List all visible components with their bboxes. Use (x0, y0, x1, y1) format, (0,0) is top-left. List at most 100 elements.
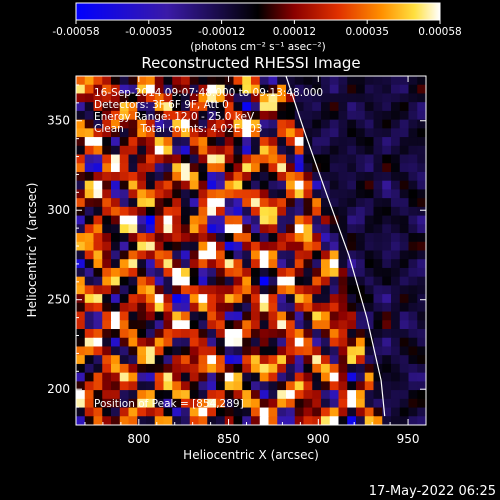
heatmap-cell (84, 224, 95, 234)
heatmap-cell (84, 189, 95, 199)
heatmap-cell (294, 372, 305, 382)
heatmap-cell (408, 102, 418, 112)
heatmap-cell (321, 372, 331, 382)
heatmap-cell (259, 215, 270, 225)
heatmap-cell (216, 372, 226, 382)
heatmap-cell (119, 381, 130, 391)
heatmap-cell (163, 372, 173, 382)
heatmap-cell (303, 363, 313, 374)
heatmap-cell (189, 102, 200, 112)
heatmap-cell (259, 381, 270, 391)
heatmap-cell (329, 363, 340, 374)
heatmap-cell (207, 206, 217, 217)
heatmap-cell (338, 84, 348, 95)
heatmap-cell (399, 233, 410, 243)
heatmap-cell (128, 206, 138, 217)
heatmap-cell (242, 215, 252, 225)
heatmap-cell (399, 346, 410, 356)
heatmap-cell (189, 259, 200, 269)
heatmap-cell (329, 398, 340, 409)
heatmap-cell (391, 363, 401, 374)
heatmap-cell (172, 346, 182, 356)
heatmap-cell (93, 346, 103, 356)
heatmap-cell (312, 110, 322, 121)
heatmap-cell (198, 390, 208, 400)
heatmap-cell (163, 259, 173, 269)
heatmap-cell (294, 294, 305, 304)
heatmap-cell (312, 355, 322, 365)
heatmap-cell (364, 259, 375, 269)
heatmap-cell (207, 137, 217, 147)
heatmap-cell (408, 337, 418, 348)
heatmap-cell (417, 320, 426, 330)
heatmap-cell (356, 416, 366, 425)
x-tick-label: 950 (397, 432, 420, 446)
heatmap-cell (233, 302, 243, 313)
heatmap-cell (76, 381, 86, 391)
heatmap-cell (312, 329, 322, 339)
heatmap-cell (189, 241, 200, 252)
heatmap-cell (294, 198, 305, 208)
heatmap-cell (84, 233, 95, 243)
heatmap-cell (76, 416, 86, 425)
heatmap-cell (251, 329, 261, 339)
heatmap-cell (172, 128, 182, 138)
heatmap-cell (111, 381, 121, 391)
heatmap-cell (286, 390, 296, 400)
heatmap-cell (146, 381, 156, 391)
heatmap-cell (382, 76, 392, 86)
heatmap-cell (102, 241, 112, 252)
heatmap-cell (251, 198, 261, 208)
heatmap-cell (329, 215, 340, 225)
heatmap-cell (356, 346, 366, 356)
heatmap-cell (119, 128, 130, 138)
heatmap-cell (338, 128, 348, 138)
heatmap-cell (163, 337, 173, 348)
heatmap-cell (224, 215, 235, 225)
heatmap-cell (111, 93, 121, 103)
y-tick-label: 300 (47, 203, 70, 217)
heatmap-cell (399, 84, 410, 95)
heatmap-cell (251, 363, 261, 374)
heatmap-cell (399, 311, 410, 321)
heatmap-cell (84, 311, 95, 321)
heatmap-cell (172, 171, 182, 182)
heatmap-cell (181, 390, 191, 400)
heatmap-cell (356, 233, 366, 243)
heatmap-cell (268, 76, 278, 86)
heatmap-cell (128, 233, 138, 243)
heatmap-cell (172, 224, 182, 234)
heatmap-cell (233, 416, 243, 425)
heatmap-cell (76, 267, 86, 278)
heatmap-cell (286, 363, 296, 374)
heatmap-cell (119, 198, 130, 208)
heatmap-cell (251, 241, 261, 252)
heatmap-cell (181, 267, 191, 278)
heatmap-cell (356, 154, 366, 164)
heatmap-cell (338, 198, 348, 208)
heatmap-cell (294, 416, 305, 425)
heatmap-cell (242, 329, 252, 339)
heatmap-cell (102, 76, 112, 86)
heatmap-cell (102, 407, 112, 417)
heatmap-cell (364, 337, 375, 348)
heatmap-cell (338, 416, 348, 425)
heatmap-cell (268, 198, 278, 208)
heatmap-cell (119, 206, 130, 217)
heatmap-cell (373, 180, 383, 191)
heatmap-cell (216, 241, 226, 252)
heatmap-cell (172, 84, 182, 95)
heatmap-cell (119, 294, 130, 304)
heatmap-cell (391, 224, 401, 234)
heatmap-cell (329, 267, 340, 278)
heatmap-cell (207, 355, 217, 365)
heatmap-cell (277, 259, 287, 269)
heatmap-cell (216, 224, 226, 234)
heatmap-cell (207, 163, 217, 173)
heatmap-cell (172, 76, 182, 86)
heatmap-cell (224, 346, 235, 356)
heatmap-cell (277, 145, 287, 156)
heatmap-cell (391, 93, 401, 103)
heatmap-cell (338, 407, 348, 417)
heatmap-cell (408, 285, 418, 295)
